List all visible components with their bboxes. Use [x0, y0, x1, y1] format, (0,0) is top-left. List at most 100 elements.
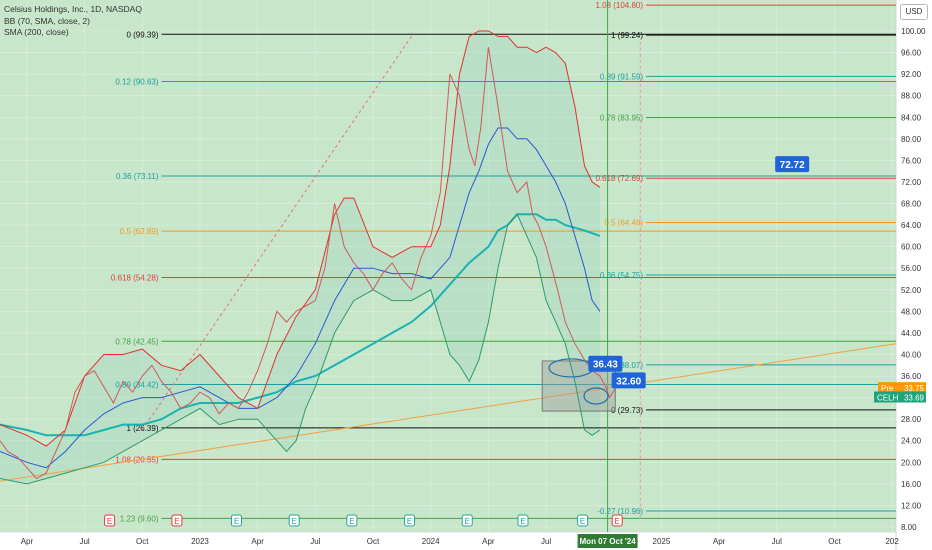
fib-right-label: 0 (29.73) [611, 406, 643, 415]
fib-right-label: -0.27 (10.96) [597, 507, 643, 516]
earnings-marker: E [611, 514, 623, 527]
chart-legend: Celsius Holdings, Inc., 1D, NASDAQ BB (7… [4, 4, 142, 39]
y-tick-label: 36.00 [901, 372, 922, 381]
fib-right-label: 0.78 (83.95) [600, 114, 643, 123]
y-tick-label: 100.00 [901, 27, 926, 36]
earnings-marker-box [611, 514, 623, 527]
earnings-marker-box [288, 514, 300, 527]
x-tick-label: 202 [885, 537, 899, 546]
pre-price-tag: Pre 33.75 [878, 382, 926, 394]
earnings-marker-label: E [107, 517, 112, 526]
y-tick-label: 76.00 [901, 156, 922, 165]
highlight-ellipse-2 [583, 387, 609, 405]
x-tick-label: Apr [21, 537, 34, 546]
earnings-marker-label: E [580, 517, 585, 526]
y-tick-label: 20.00 [901, 458, 922, 467]
pre-tag-box [878, 382, 926, 394]
earnings-marker-label: E [407, 517, 412, 526]
grid-lines [0, 0, 896, 532]
earnings-marker-label: E [174, 517, 179, 526]
x-tick-label: Jul [772, 537, 782, 546]
fib-right-label: 0.36 (54.75) [600, 271, 643, 280]
y-tick-label: 64.00 [901, 221, 922, 230]
sma200-line [0, 213, 601, 437]
x-tick-label: 2025 [653, 537, 671, 546]
callout-box [588, 355, 623, 372]
earnings-marker: E [230, 514, 242, 527]
earnings-marker-label: E [234, 517, 239, 526]
callout-label: 72.72 [780, 160, 805, 171]
earnings-marker: E [577, 514, 589, 527]
dashed-projection-line [141, 36, 412, 431]
plot-background [0, 0, 896, 532]
fib-left-label: 0.618 (54.28) [111, 273, 159, 282]
earnings-marker-box [171, 514, 183, 527]
earnings-marker-box [461, 514, 473, 527]
earnings-marker-box [404, 514, 416, 527]
date-label-box [577, 534, 638, 548]
pre-tag-label: Pre [881, 384, 894, 393]
indicator-bb[interactable]: BB (70, SMA, close, 2) [4, 15, 90, 26]
y-tick-label: 52.00 [901, 286, 922, 295]
fib-left-label: 0.78 (42.45) [115, 337, 158, 346]
y-tick-label: 24.00 [901, 437, 922, 446]
fib-left-label: 0.36 (73.11) [116, 172, 159, 181]
price-axis-panel [896, 0, 932, 550]
y-tick-label: 92.00 [901, 70, 922, 79]
earnings-marker-box [230, 514, 242, 527]
y-tick-label: 56.00 [901, 264, 922, 273]
fib-right-label: 1.08 (104.80) [595, 1, 643, 10]
callout-label: 32.60 [616, 376, 641, 387]
fib-left-label: 0.5 (62.89) [120, 227, 159, 236]
earnings-marker: E [517, 514, 529, 527]
y-tick-label: 60.00 [901, 243, 922, 252]
y-axis-ticks: 100.00 96.00 92.00 88.00 84.00 80.00 76.00 72.0… [901, 27, 926, 532]
earnings-marker-box [577, 514, 589, 527]
x-tick-label: Jul [79, 537, 89, 546]
y-tick-label: 8.00 [901, 523, 917, 532]
y-tick-label: 72.00 [901, 178, 922, 187]
x-tick-label: 2024 [422, 537, 440, 546]
earnings-marker-box [346, 514, 358, 527]
y-tick-label: 88.00 [901, 92, 922, 101]
last-tag-symbol: CELH [877, 393, 899, 402]
crosshair-date-label: Mon 07 Oct '24 [577, 534, 638, 548]
currency-badge[interactable]: USD [900, 4, 928, 20]
fib-left-label: 1.23 (9.60) [120, 514, 159, 523]
x-tick-label: Jul [310, 537, 320, 546]
earnings-marker-box [517, 514, 529, 527]
date-label-text: Mon 07 Oct '24 [580, 537, 637, 546]
y-tick-label: 96.00 [901, 49, 922, 58]
earnings-marker-label: E [615, 517, 620, 526]
x-tick-label: Apr [251, 537, 264, 546]
price-callout: 32.60 [611, 372, 646, 389]
y-tick-label: 40.00 [901, 350, 922, 359]
callout-label: 36.43 [593, 360, 618, 371]
fib-right-label: 0.89 (91.59) [600, 72, 643, 81]
fib-left-label: 1 (26.39) [126, 424, 158, 433]
rising-trendline [0, 343, 897, 482]
bb-basis-line [0, 127, 601, 469]
earnings-marker-label: E [292, 517, 297, 526]
fib-left-label: 0 (99.39) [126, 30, 158, 39]
bb-upper-line [0, 30, 601, 447]
indicator-sma[interactable]: SMA (200, close) [4, 27, 69, 37]
time-axis-panel [0, 532, 896, 550]
fib-right-label: 0.618 (72.69) [595, 174, 643, 183]
symbol-title: Celsius Holdings, Inc., 1D, NASDAQ [4, 4, 142, 14]
earnings-marker-box [104, 514, 116, 527]
fib-right-label: 0.5 (64.48) [604, 218, 643, 227]
last-price-tag: CELH 33.69 [874, 391, 926, 403]
x-axis-ticks: Apr Jul Oct 2023 Apr Jul Oct 2024 Apr Jul 2025 Apr J… [21, 537, 900, 546]
x-tick-label: Apr [482, 537, 495, 546]
earnings-marker: E [404, 514, 416, 527]
last-tag-value: 33.69 [904, 393, 925, 402]
x-tick-label: Apr [713, 537, 726, 546]
y-tick-label: 28.00 [901, 415, 922, 424]
earnings-marker: E [346, 514, 358, 527]
callout-box [775, 156, 810, 173]
y-tick-label: 84.00 [901, 113, 922, 122]
pre-tag-value: 33.75 [904, 384, 925, 393]
earnings-marker-label: E [520, 517, 525, 526]
